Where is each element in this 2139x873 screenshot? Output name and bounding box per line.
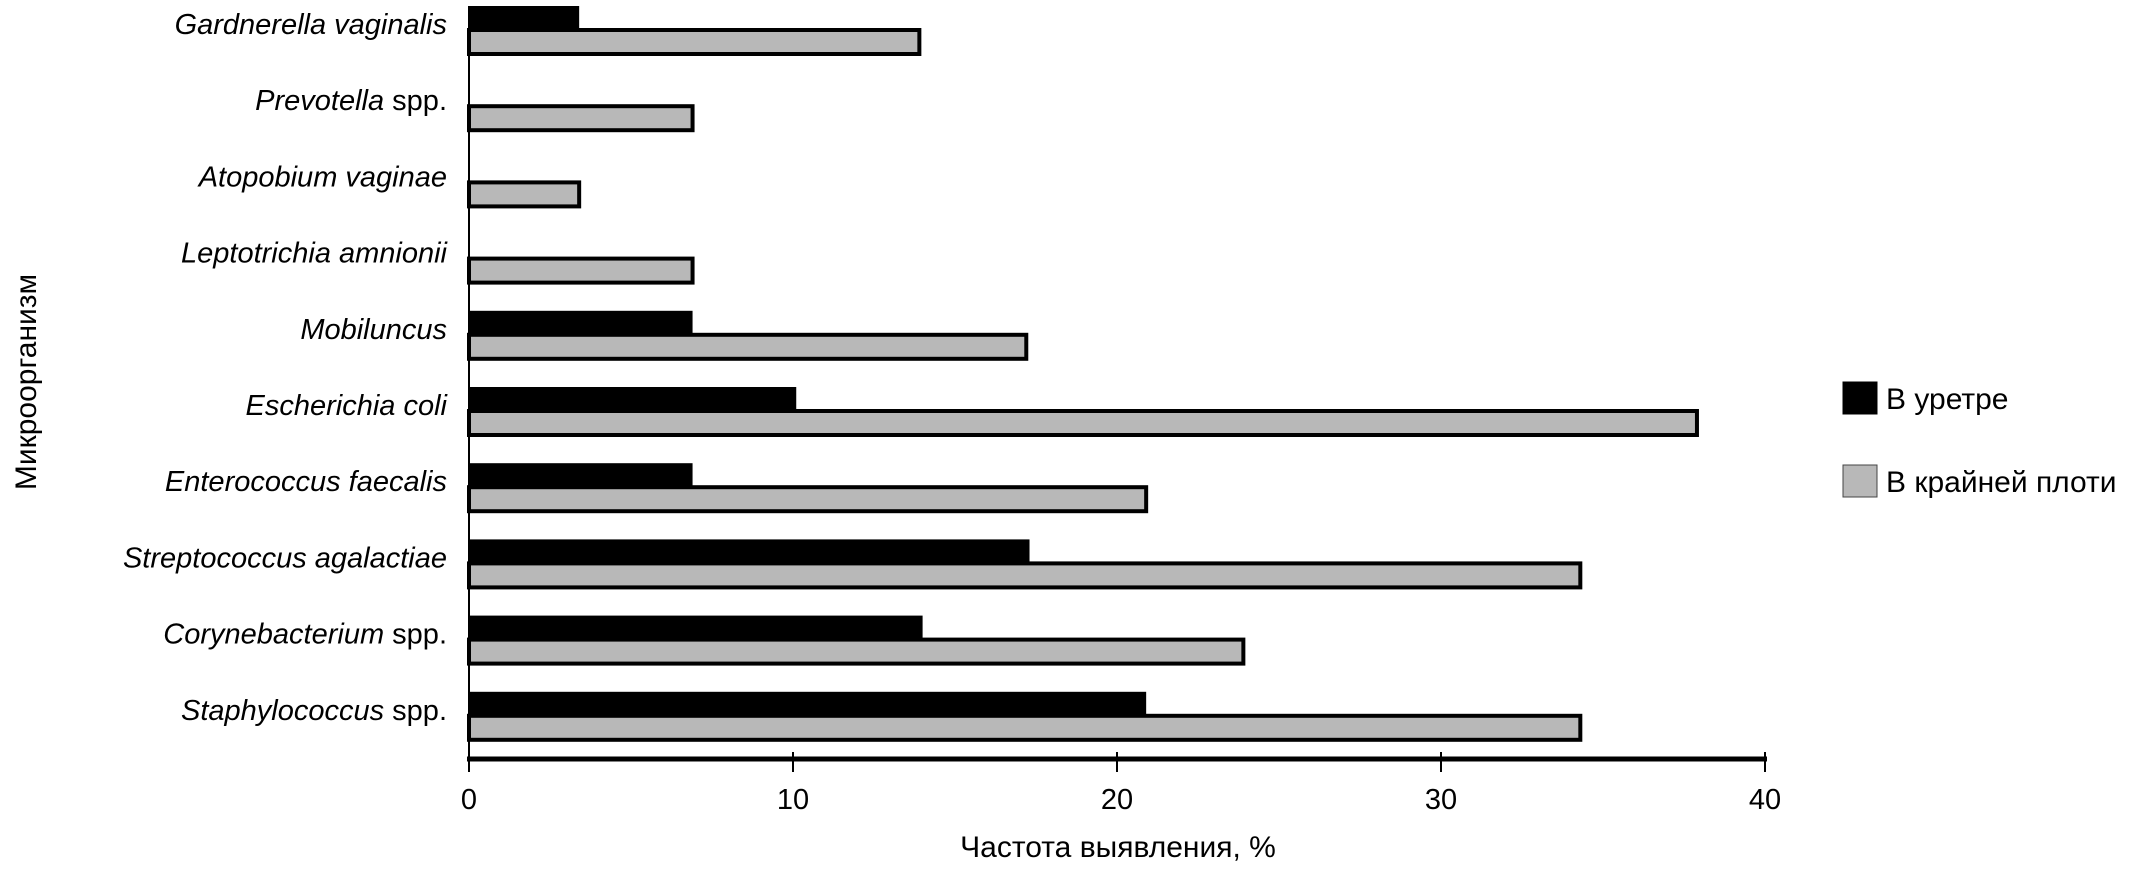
bar-urethra	[469, 6, 580, 30]
legend-label-urethra: В уретре	[1886, 383, 2009, 416]
x-tick-label: 10	[777, 784, 809, 816]
bar-foreskin	[467, 561, 1583, 590]
legend: В уретре В крайней плоти	[1842, 381, 2117, 499]
bar-foreskin	[467, 332, 1029, 361]
bar-foreskin	[467, 637, 1246, 666]
legend-swatch-foreskin	[1842, 464, 1878, 498]
category-label: Staphylococcus spp.	[181, 695, 447, 727]
category-label: Enterococcus faecalis	[165, 466, 447, 498]
bar-foreskin	[467, 256, 695, 285]
category-label: Atopobium vaginae	[197, 161, 447, 193]
bar-foreskin	[467, 104, 695, 133]
legend-label-foreskin: В крайней плоти	[1886, 466, 2117, 499]
category-labels: Gardnerella vaginalis Prevotella spp. Atop…	[123, 9, 449, 727]
bar-urethra	[469, 539, 1030, 564]
category-label: Gardnerella vaginalis	[175, 9, 447, 41]
bar-urethra	[469, 387, 797, 411]
x-tick-label: 0	[461, 784, 477, 816]
x-axis-title: Частота выявления, %	[960, 831, 1276, 864]
category-label: Mobiluncus	[300, 314, 447, 346]
bar-urethra	[469, 463, 693, 488]
x-ticks: 0 10 20 30 40	[461, 752, 1781, 816]
bar-foreskin	[467, 713, 1583, 742]
x-tick-label: 30	[1425, 784, 1457, 816]
bar-urethra	[469, 310, 693, 335]
bar-foreskin	[467, 485, 1149, 514]
bar-urethra	[469, 691, 1147, 716]
category-label: Leptotrichia amnionii	[181, 238, 449, 270]
bars-group	[467, 6, 1699, 742]
bar-urethra	[469, 615, 923, 640]
bar-foreskin	[467, 409, 1699, 437]
legend-swatch-urethra	[1842, 381, 1878, 415]
x-tick-label: 40	[1749, 784, 1781, 816]
bar-foreskin	[467, 28, 922, 56]
y-axis-title: Микроорганизм	[10, 274, 43, 490]
x-tick-label: 20	[1101, 784, 1133, 816]
category-label: Escherichia coli	[246, 390, 449, 422]
category-label: Corynebacterium spp.	[163, 619, 447, 651]
category-label: Prevotella spp.	[255, 85, 447, 117]
bar-foreskin	[467, 180, 582, 209]
category-label: Streptococcus agalactiae	[123, 542, 447, 574]
